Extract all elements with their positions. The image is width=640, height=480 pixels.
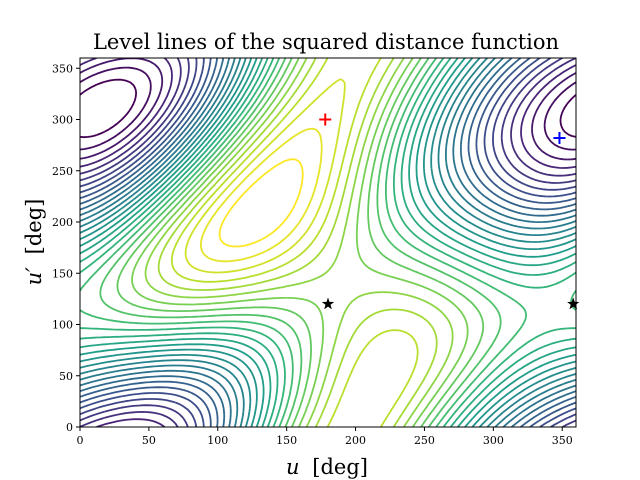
min-blue-plus [553,131,566,144]
contour-level [80,58,576,427]
contour-level [144,58,454,427]
contour-level [80,58,576,427]
contour-level [80,58,576,427]
x-axis-var: u [286,455,300,479]
contour-level [80,58,576,427]
contour-lines [80,58,576,427]
y-tick-label: 100 [52,319,73,332]
x-tick-label: 200 [345,434,366,447]
contour-level [218,158,304,248]
y-tick-label: 150 [52,267,73,280]
x-tick-label: 0 [77,434,84,447]
y-axis-label: u′ [deg] [22,199,46,286]
contour-level [80,58,576,427]
y-tick-label: 350 [52,62,73,75]
contour-level [200,127,323,263]
plot-frame [79,57,577,428]
y-axis-unit: [deg] [22,199,46,255]
max-red-plus [319,113,332,126]
x-axis-ticks: 0 50 100 150 200 250 300 350 [77,427,573,447]
contour-level [80,58,576,427]
saddle-star-2 [567,297,580,310]
x-axis-label: u [deg] [286,455,368,479]
contour-level [80,58,576,427]
contour-level [184,78,346,274]
x-tick-label: 100 [207,434,228,447]
contour-level [80,58,576,427]
saddle-star-1 [321,297,335,310]
contour-level [99,58,502,427]
y-tick-label: 250 [52,165,73,178]
contour-level [170,58,419,427]
contour-level [80,58,576,427]
contour-level [80,78,576,139]
contour-level [80,58,576,427]
y-tick-label: 0 [66,421,73,434]
x-axis-unit: [deg] [312,455,368,479]
y-tick-label: 200 [52,216,73,229]
contour-level [80,58,576,427]
contour-level [116,58,485,427]
x-tick-label: 150 [276,434,297,447]
y-axis-ticks: 0 50 100 150 200 250 300 350 [52,62,80,434]
contour-level [80,58,576,161]
chart-title: Level lines of the squared distance func… [93,30,559,54]
y-tick-label: 300 [52,114,73,127]
x-tick-label: 50 [142,434,156,447]
x-tick-label: 350 [552,434,573,447]
x-tick-label: 300 [483,434,504,447]
contour-level [157,58,438,427]
x-tick-label: 250 [414,434,435,447]
contour-level [80,58,576,427]
y-axis-var: u′ [22,267,46,286]
contour-level [80,58,576,427]
contour-level [80,58,576,427]
markers [319,113,580,310]
contour-level [80,58,576,427]
contour-level [80,58,576,427]
contour-level [80,58,576,427]
y-tick-label: 50 [59,370,73,383]
